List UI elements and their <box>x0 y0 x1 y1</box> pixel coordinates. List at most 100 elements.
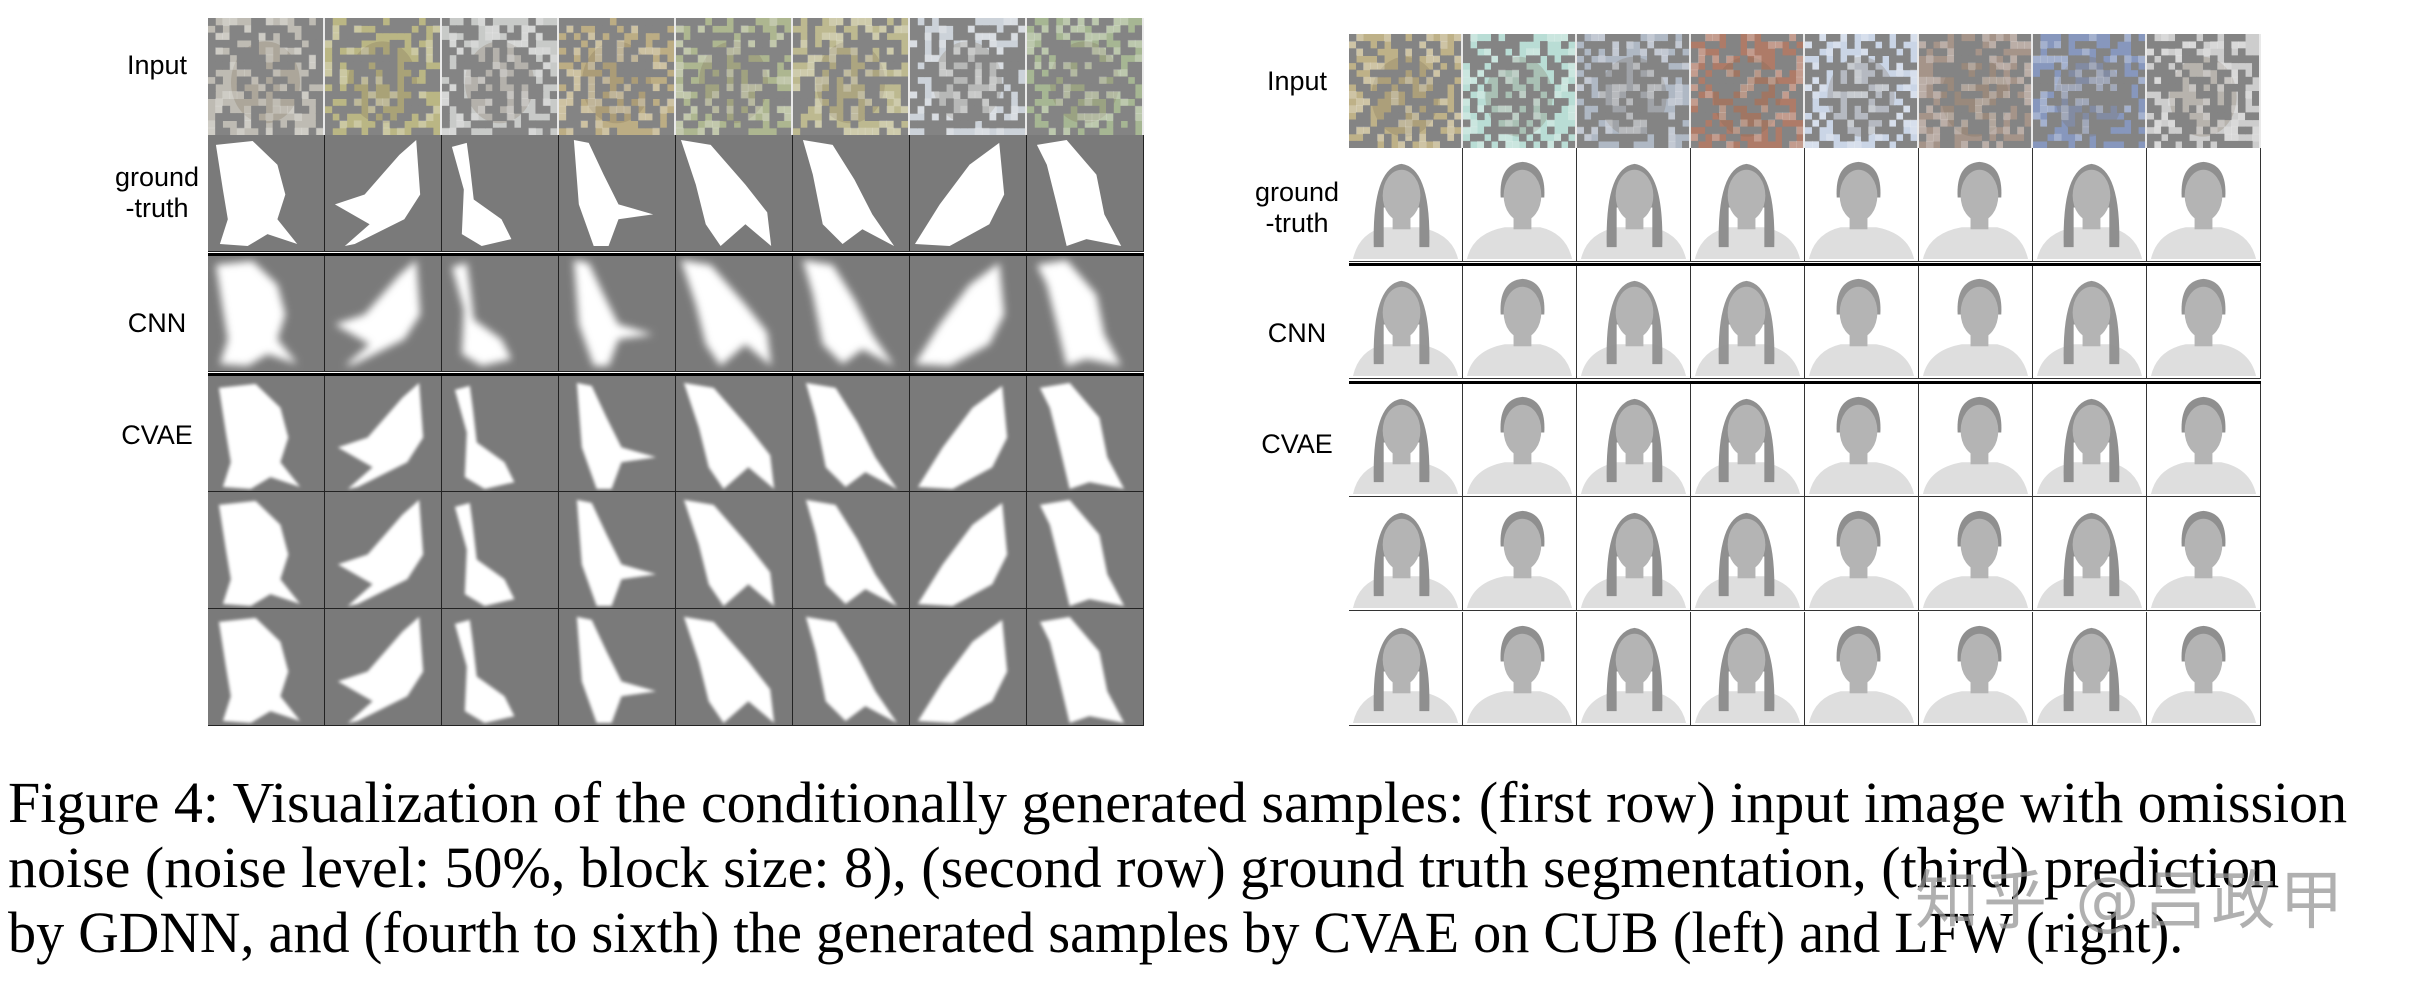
left-cell-r3-c8 <box>1027 255 1144 372</box>
left-cell-r2-c7 <box>910 135 1027 252</box>
cub-image-grid <box>208 18 1144 727</box>
left-label-cvae: CVAE <box>77 420 237 451</box>
right-cell-r4-c6 <box>1919 383 2033 497</box>
left-cell-r3-c1 <box>208 255 325 372</box>
left-cell-r4-c2 <box>325 375 442 492</box>
left-cell-r5-c6 <box>793 492 910 609</box>
left-cell-r5-c4 <box>559 492 676 609</box>
left-cell-r5-c3 <box>442 492 559 609</box>
left-cell-r4-c6 <box>793 375 910 492</box>
left-cell-r1-c5 <box>676 18 793 135</box>
left-cell-r4-c7 <box>910 375 1027 492</box>
right-cell-r5-c2 <box>1463 497 1577 611</box>
left-cell-r3-c5 <box>676 255 793 372</box>
right-cell-r5-c4 <box>1691 497 1805 611</box>
left-cell-r2-c6 <box>793 135 910 252</box>
row-separator-2 <box>1349 381 2261 384</box>
label-text: Input <box>1266 66 1328 96</box>
left-cell-r2-c1 <box>208 135 325 252</box>
left-cell-r1-c8 <box>1027 18 1144 135</box>
label-text: ground <box>114 162 200 192</box>
right-cell-r6-c8 <box>2147 612 2261 726</box>
right-label-cnn: CNN <box>1217 318 1377 349</box>
right-cell-r5-c1 <box>1349 497 1463 611</box>
left-cell-r6-c8 <box>1027 609 1144 726</box>
lfw-image-grid <box>1349 34 2264 727</box>
left-cell-r4-c1 <box>208 375 325 492</box>
label-text: Input <box>126 50 188 80</box>
left-cell-r6-c5 <box>676 609 793 726</box>
label-text: CVAE <box>121 420 193 450</box>
left-cell-r6-c7 <box>910 609 1027 726</box>
right-label-cvae: CVAE <box>1217 429 1377 460</box>
left-label-input: Input <box>77 50 237 81</box>
right-cell-r3-c3 <box>1577 265 1691 379</box>
left-cell-r6-c6 <box>793 609 910 726</box>
right-cell-r4-c2 <box>1463 383 1577 497</box>
row-separator-2 <box>208 373 1144 376</box>
left-cell-r5-c5 <box>676 492 793 609</box>
right-cell-r5-c5 <box>1805 497 1919 611</box>
right-cell-r2-c3 <box>1577 148 1691 262</box>
right-cell-r3-c8 <box>2147 265 2261 379</box>
right-cell-r2-c7 <box>2033 148 2147 262</box>
right-cell-r6-c3 <box>1577 612 1691 726</box>
right-cell-r4-c5 <box>1805 383 1919 497</box>
caption-line-1: Figure 4: Visualization of the condition… <box>8 770 2348 835</box>
caption-line-2: noise (noise level: 50%, block size: 8),… <box>8 835 2280 900</box>
right-cell-r4-c4 <box>1691 383 1805 497</box>
left-cell-r6-c1 <box>208 609 325 726</box>
right-cell-r6-c4 <box>1691 612 1805 726</box>
left-cell-r3-c7 <box>910 255 1027 372</box>
left-cell-r1-c1 <box>208 18 325 135</box>
left-cell-r1-c4 <box>559 18 676 135</box>
right-cell-r6-c2 <box>1463 612 1577 726</box>
left-cell-r3-c6 <box>793 255 910 372</box>
right-cell-r1-c7 <box>2033 34 2147 148</box>
right-cell-r1-c3 <box>1577 34 1691 148</box>
left-label-cnn: CNN <box>77 308 237 339</box>
right-cell-r3-c1 <box>1349 265 1463 379</box>
right-label-ground-truth: ground -truth <box>1217 177 1377 239</box>
right-cell-r5-c3 <box>1577 497 1691 611</box>
left-cell-r1-c7 <box>910 18 1027 135</box>
right-cell-r5-c6 <box>1919 497 2033 611</box>
left-cell-r6-c3 <box>442 609 559 726</box>
left-cell-r5-c1 <box>208 492 325 609</box>
right-cell-r6-c5 <box>1805 612 1919 726</box>
left-cell-r2-c3 <box>442 135 559 252</box>
left-cell-r6-c2 <box>325 609 442 726</box>
watermark: 知乎 @吕政甲 <box>1915 865 2348 939</box>
right-cell-r1-c4 <box>1691 34 1805 148</box>
right-cell-r2-c8 <box>2147 148 2261 262</box>
right-cell-r4-c8 <box>2147 383 2261 497</box>
right-cell-r3-c5 <box>1805 265 1919 379</box>
row-separator-1 <box>1349 263 2261 266</box>
left-cell-r6-c4 <box>559 609 676 726</box>
right-cell-r4-c7 <box>2033 383 2147 497</box>
left-cell-r1-c6 <box>793 18 910 135</box>
left-cell-r3-c3 <box>442 255 559 372</box>
left-cell-r4-c3 <box>442 375 559 492</box>
right-cell-r5-c8 <box>2147 497 2261 611</box>
label-text: CNN <box>1267 318 1327 348</box>
left-cell-r5-c7 <box>910 492 1027 609</box>
left-cell-r4-c8 <box>1027 375 1144 492</box>
left-cell-r1-c2 <box>325 18 442 135</box>
right-cell-r3-c4 <box>1691 265 1805 379</box>
right-cell-r1-c5 <box>1805 34 1919 148</box>
figure-caption: Figure 4: Visualization of the condition… <box>8 770 2404 965</box>
right-cell-r6-c6 <box>1919 612 2033 726</box>
left-cell-r4-c4 <box>559 375 676 492</box>
right-cell-r2-c1 <box>1349 148 1463 262</box>
left-cell-r4-c5 <box>676 375 793 492</box>
right-cell-r1-c6 <box>1919 34 2033 148</box>
right-cell-r3-c2 <box>1463 265 1577 379</box>
right-cell-r5-c7 <box>2033 497 2147 611</box>
right-cell-r2-c5 <box>1805 148 1919 262</box>
label-text: -truth <box>1265 208 1329 238</box>
label-text: ground <box>1254 177 1340 207</box>
left-cell-r2-c8 <box>1027 135 1144 252</box>
left-cell-r5-c8 <box>1027 492 1144 609</box>
right-cell-r6-c1 <box>1349 612 1463 726</box>
